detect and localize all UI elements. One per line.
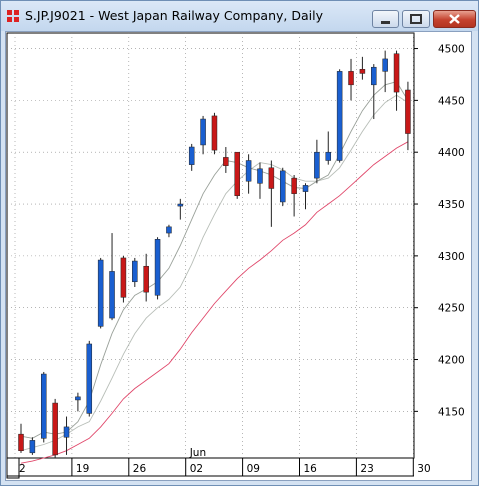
y-tick-label: 4350 — [438, 199, 465, 211]
candle-down — [291, 177, 297, 194]
scroll-box[interactable] — [6, 457, 20, 479]
maximize-button[interactable] — [402, 10, 430, 28]
x-tick-label: 16 — [304, 463, 318, 475]
candle-up — [109, 271, 115, 319]
x-tick-label: 30 — [417, 463, 430, 475]
chart-area[interactable]: 4150 4200 4250 4300 4350 4400 4450 4500 2 19 26 02 0… — [5, 31, 472, 481]
candle-up — [336, 71, 343, 161]
candle-up — [177, 203, 184, 207]
candle-up — [371, 66, 377, 86]
candle-up — [382, 58, 388, 72]
plot-frame — [6, 32, 415, 459]
candle-up — [279, 170, 286, 203]
candle-down — [268, 167, 275, 189]
x-tick-label: 2 — [19, 463, 26, 475]
y-tick-label: 4250 — [438, 303, 465, 315]
candle-up — [97, 259, 104, 327]
close-button[interactable] — [433, 10, 476, 28]
candle-up — [75, 396, 81, 401]
month-label: Jun — [189, 447, 206, 459]
candle-down — [52, 402, 58, 456]
candle-up — [63, 426, 70, 438]
candle-up — [302, 185, 309, 192]
close-icon — [449, 14, 460, 24]
window-title: S.JP.J9021 - West Japan Railway Company,… — [25, 8, 323, 23]
candle-down — [234, 151, 240, 196]
y-tick-label: 4450 — [438, 95, 465, 107]
candle-up — [325, 151, 332, 161]
minimize-icon — [381, 21, 390, 24]
candle-up — [257, 168, 263, 184]
candle-down — [223, 157, 229, 166]
candle-up — [132, 260, 138, 283]
candle-up — [86, 343, 93, 414]
maximize-icon — [410, 14, 422, 24]
candle-down — [211, 115, 218, 151]
x-tick-label: 23 — [360, 463, 373, 475]
candle-up — [200, 118, 206, 146]
candle-up — [154, 239, 161, 296]
candle-up — [29, 440, 36, 454]
candle-up — [245, 160, 252, 182]
candle-up — [314, 151, 320, 179]
x-tick-label: 02 — [190, 463, 203, 475]
candle-down — [120, 257, 127, 298]
ma-mid-line — [20, 94, 409, 452]
y-tick-label: 4500 — [438, 44, 465, 56]
y-tick-label: 4200 — [438, 355, 465, 367]
candle-down — [359, 69, 366, 74]
candle-down — [348, 71, 354, 86]
y-tick-label: 4300 — [438, 251, 465, 263]
candle-up — [166, 226, 172, 234]
x-tick-label: 19 — [76, 463, 89, 475]
ma-long-line — [20, 141, 409, 464]
candle-up — [188, 146, 195, 165]
x-tick-label: 09 — [247, 463, 260, 475]
candlestick-chart[interactable]: 4150 4200 4250 4300 4350 4400 4450 4500 2 19 26 02 0… — [6, 32, 471, 480]
ma-short-line — [20, 81, 409, 439]
candle-down — [143, 265, 149, 293]
x-tick-label: 26 — [133, 463, 147, 475]
chart-app-icon — [7, 10, 19, 22]
title-bar[interactable]: S.JP.J9021 - West Japan Railway Company,… — [1, 1, 478, 31]
candle-up — [41, 373, 47, 439]
candle-down — [18, 433, 24, 451]
y-tick-label: 4400 — [438, 147, 465, 159]
candle-down — [393, 53, 400, 93]
candle-down — [405, 89, 411, 134]
y-tick-label: 4150 — [438, 406, 465, 418]
minimize-button[interactable] — [372, 10, 399, 28]
